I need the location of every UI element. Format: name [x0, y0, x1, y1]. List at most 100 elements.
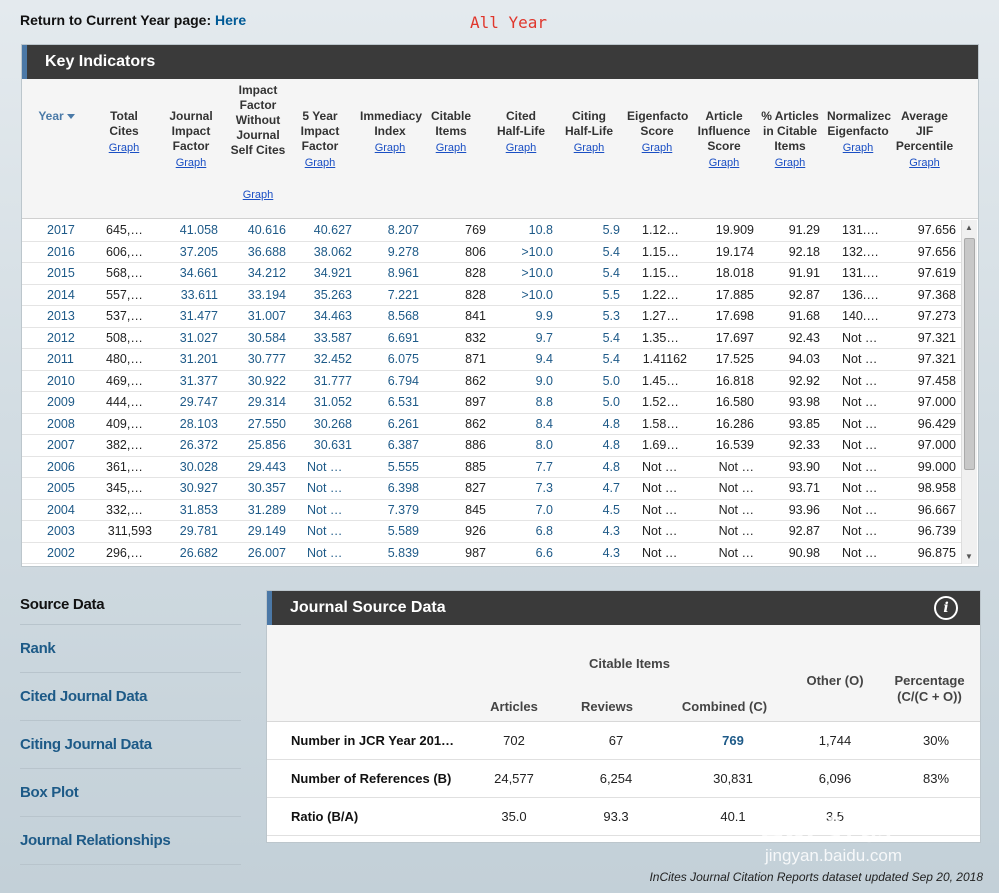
graph-link[interactable]: Graph: [175, 157, 207, 169]
value-other: 3.5: [825, 809, 845, 824]
graph-link[interactable]: Graph: [774, 157, 806, 169]
value-combined[interactable]: 769: [722, 733, 744, 748]
table-cell: 6.794: [387, 373, 419, 388]
nav-item-rank[interactable]: Rank: [20, 625, 241, 673]
percentage-header: Percentage (C/(C + O)): [894, 673, 965, 704]
table-cell: 34.212: [247, 266, 286, 280]
table-cell: 26.682: [179, 545, 218, 560]
graph-link[interactable]: Graph: [573, 142, 605, 154]
table-cell: 97.273: [917, 309, 956, 323]
graph-link[interactable]: Graph: [304, 157, 336, 169]
graph-link[interactable]: Graph: [641, 142, 673, 154]
table-cell: 6.691: [387, 330, 419, 345]
table-row: 2005 345,… 30.927 30.357 Not … 6.398 827 7.3 4.7…: [22, 478, 962, 500]
table-cell: Not …: [307, 481, 343, 495]
table-cell: 9.7: [535, 330, 553, 345]
table-cell: 841: [465, 309, 486, 323]
table-cell: 17.525: [715, 352, 754, 366]
table-cell: 35.263: [313, 287, 352, 302]
year-cell[interactable]: 2009: [47, 395, 75, 409]
graph-link[interactable]: Graph: [435, 142, 467, 154]
table-cell: 1.69…: [642, 438, 679, 452]
table-cell: 5.839: [387, 545, 419, 560]
year-cell[interactable]: 2005: [47, 481, 75, 495]
table-cell: 806: [465, 244, 486, 259]
table-cell: 769: [465, 223, 486, 237]
year-cell[interactable]: 2003: [47, 524, 75, 538]
table-cell: 31.007: [247, 309, 286, 323]
year-cell[interactable]: 2016: [47, 244, 75, 259]
year-cell[interactable]: 2013: [47, 309, 75, 323]
table-cell: 7.0: [535, 502, 553, 517]
column-header-label: Normalizec Eigenfacto: [827, 109, 892, 138]
table-cell: 8.207: [387, 223, 419, 237]
graph-link[interactable]: Graph: [909, 157, 940, 169]
table-cell: 1.45…: [642, 373, 679, 388]
table-cell: 96.875: [917, 545, 956, 560]
table-cell: 31.052: [313, 395, 352, 409]
table-cell: 897: [465, 395, 486, 409]
nav-item-cited-journal-data[interactable]: Cited Journal Data: [20, 673, 241, 721]
table-cell: 6.531: [387, 395, 419, 409]
table-cell: 7.221: [387, 287, 419, 302]
key-indicators-scrollbar[interactable]: ▲ ▼: [961, 220, 977, 564]
table-cell: 92.92: [788, 373, 820, 388]
value-reviews: 93.3: [603, 809, 629, 824]
table-cell: 828: [465, 266, 486, 280]
sort-down-icon[interactable]: [66, 114, 75, 120]
table-cell: 10.8: [528, 223, 553, 237]
key-indicators-header: Year Total Cites Graph Journal Impact Facto…: [22, 79, 978, 219]
column-header-1: Total Cites Graph: [100, 109, 148, 156]
watermark-url: jingyan.baidu.com: [765, 846, 903, 865]
scroll-up-icon[interactable]: ▲: [965, 223, 973, 232]
nav-item-box-plot[interactable]: Box Plot: [20, 769, 241, 817]
table-cell: 537,…: [106, 309, 143, 323]
nav-item-source-data: Source Data: [20, 592, 241, 625]
year-cell[interactable]: 2004: [47, 502, 75, 517]
table-cell: 30.631: [313, 438, 352, 452]
table-cell: 31.377: [179, 373, 218, 388]
table-cell: 828: [465, 287, 486, 302]
table-cell: Not …: [842, 395, 878, 409]
graph-link[interactable]: Graph: [708, 157, 740, 169]
graph-link[interactable]: Graph: [242, 189, 274, 201]
table-cell: 18.018: [715, 266, 754, 280]
scroll-down-icon[interactable]: ▼: [965, 552, 973, 561]
value-other: 1,744: [818, 733, 852, 748]
year-cell[interactable]: 2012: [47, 330, 75, 345]
column-header-0[interactable]: Year: [34, 109, 79, 124]
table-cell: 5.5: [602, 287, 620, 302]
table-cell: 9.0: [535, 373, 553, 388]
year-cell[interactable]: 2008: [47, 416, 75, 431]
graph-link[interactable]: Graph: [374, 142, 406, 154]
row-label: Number in JCR Year 201…: [291, 733, 455, 748]
table-cell: >10.0: [521, 287, 553, 302]
year-cell[interactable]: 2015: [47, 266, 75, 280]
value-percentage: 30%: [922, 733, 950, 748]
table-cell: 97.619: [917, 266, 956, 280]
scroll-thumb[interactable]: [964, 238, 975, 470]
column-header-8: Citing Half-Life Graph: [560, 109, 618, 156]
year-cell[interactable]: 2010: [47, 373, 75, 388]
info-icon[interactable]: i: [934, 596, 958, 620]
return-here-link[interactable]: Here: [215, 12, 247, 28]
table-cell: 93.96: [788, 502, 820, 517]
year-cell[interactable]: 2014: [47, 287, 75, 302]
table-cell: 97.321: [917, 330, 956, 345]
table-cell: Not …: [842, 545, 878, 560]
row-label: Ratio (B/A): [291, 809, 359, 824]
graph-link[interactable]: Graph: [108, 142, 140, 154]
graph-link[interactable]: Graph: [505, 142, 537, 154]
graph-link[interactable]: Graph: [842, 142, 874, 154]
table-row: 2013 537,… 31.477 31.007 34.463 8.568 841 9.9 5.…: [22, 306, 962, 328]
year-cell[interactable]: 2011: [47, 352, 74, 366]
table-cell: 862: [465, 416, 486, 431]
nav-item-citing-journal-data[interactable]: Citing Journal Data: [20, 721, 241, 769]
year-cell[interactable]: 2007: [47, 438, 75, 452]
year-cell[interactable]: 2017: [47, 223, 75, 237]
table-cell: >10.0: [521, 244, 553, 259]
year-cell[interactable]: 2002: [47, 545, 75, 560]
year-cell[interactable]: 2006: [47, 459, 75, 474]
nav-item-journal-relationships[interactable]: Journal Relationships: [20, 817, 241, 865]
table-cell: 6.8: [535, 524, 553, 538]
